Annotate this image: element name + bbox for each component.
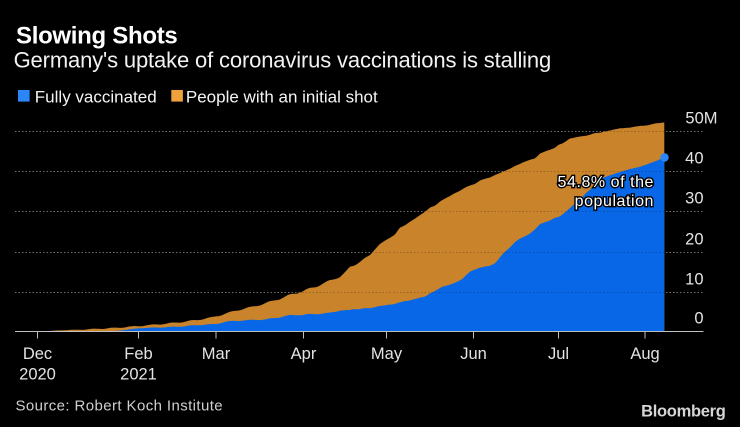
svg-text:Jun: Jun (460, 345, 487, 363)
svg-text:2020: 2020 (19, 365, 56, 383)
svg-text:20: 20 (685, 231, 703, 249)
svg-text:10: 10 (685, 271, 703, 289)
svg-text:54.8% of the: 54.8% of the (558, 174, 654, 191)
svg-text:Fully vaccinated: Fully vaccinated (35, 88, 157, 107)
svg-text:2021: 2021 (120, 365, 157, 383)
svg-text:Feb: Feb (124, 345, 152, 363)
svg-text:Germany's uptake of coronaviru: Germany's uptake of coronavirus vaccinat… (14, 48, 552, 73)
svg-text:Source: Robert Koch Institute: Source: Robert Koch Institute (16, 398, 224, 415)
svg-text:30: 30 (685, 190, 703, 208)
svg-text:population: population (575, 193, 654, 210)
svg-text:Jul: Jul (548, 345, 569, 363)
svg-text:Dec: Dec (23, 345, 52, 363)
svg-text:Apr: Apr (291, 345, 317, 363)
svg-text:Mar: Mar (202, 345, 231, 363)
svg-text:People with an initial shot: People with an initial shot (186, 88, 378, 107)
svg-text:Slowing Shots: Slowing Shots (16, 22, 177, 49)
svg-text:40: 40 (685, 150, 703, 168)
svg-text:Aug: Aug (630, 345, 659, 363)
svg-text:Bloomberg: Bloomberg (641, 402, 725, 420)
svg-text:May: May (371, 345, 403, 363)
svg-text:50M: 50M (685, 110, 717, 128)
svg-text:0: 0 (694, 310, 703, 328)
